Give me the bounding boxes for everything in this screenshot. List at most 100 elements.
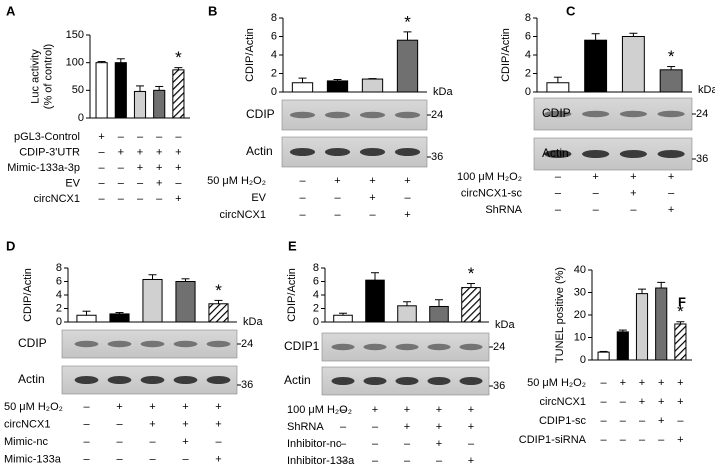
condition-sign: – xyxy=(372,421,379,433)
condition-sign: + xyxy=(404,421,410,433)
condition-sign: – xyxy=(299,175,306,187)
condition-sign: – xyxy=(99,193,106,205)
bar xyxy=(396,39,419,93)
blot-band xyxy=(324,111,351,119)
y-tick-label: 6 xyxy=(525,30,531,42)
blot-band xyxy=(331,377,355,385)
condition-label: CDIP1-sc xyxy=(539,415,587,427)
condition-sign: + xyxy=(668,171,674,183)
y-tick-label: 6 xyxy=(271,30,277,42)
condition-label: ShRNA xyxy=(287,421,324,433)
condition-sign: + xyxy=(369,192,375,204)
panel-letter: D xyxy=(6,238,15,253)
y-axis-label: CDIP/Actin xyxy=(22,268,34,322)
bar xyxy=(635,293,649,361)
condition-sign: – xyxy=(299,209,306,221)
bar xyxy=(365,279,385,323)
condition-sign: – xyxy=(404,438,411,450)
condition-sign: + xyxy=(639,377,645,389)
significance-marker: * xyxy=(215,281,222,300)
bar xyxy=(397,305,417,323)
condition-sign: + xyxy=(334,175,340,187)
bar xyxy=(109,313,130,323)
condition-label: EV xyxy=(251,192,266,204)
y-tick-label: 8 xyxy=(525,12,531,24)
condition-sign: – xyxy=(658,434,665,446)
condition-sign: – xyxy=(99,177,106,189)
blot-band xyxy=(394,148,421,156)
blot-band xyxy=(107,376,132,384)
bar xyxy=(546,82,570,93)
condition-sign: – xyxy=(601,434,608,446)
blot-marker: 36 xyxy=(493,380,505,392)
blot-band xyxy=(173,376,198,384)
condition-sign: + xyxy=(182,418,188,430)
blot-band xyxy=(289,111,316,119)
condition-sign: – xyxy=(620,415,627,427)
blot-band xyxy=(619,110,647,118)
blot-band xyxy=(331,343,355,351)
condition-label: 100 μM H₂O₂ xyxy=(287,404,352,416)
condition-sign: – xyxy=(555,187,562,199)
condition-sign: – xyxy=(83,418,90,430)
bar xyxy=(429,305,449,323)
blot-band xyxy=(657,110,685,118)
condition-sign: – xyxy=(299,192,306,204)
condition-sign: + xyxy=(175,162,181,174)
condition-sign: – xyxy=(83,401,90,413)
panel-letter: C xyxy=(566,3,576,18)
condition-label: CDIP-3'UTR xyxy=(19,146,80,158)
y-tick-label: 2 xyxy=(313,302,319,314)
condition-sign: + xyxy=(620,377,626,389)
blot-band xyxy=(427,377,451,385)
y-tick-label: 0 xyxy=(580,354,586,366)
blot-label: Actin xyxy=(18,372,45,386)
condition-sign: + xyxy=(215,401,221,413)
significance-marker: * xyxy=(468,264,475,283)
y-tick-label: 8 xyxy=(313,262,319,274)
bar xyxy=(95,62,108,119)
y-tick-label: 100 xyxy=(66,57,84,69)
condition-label: circNCX1-sc xyxy=(461,187,523,199)
blot-band xyxy=(74,340,99,348)
condition-sign: + xyxy=(658,377,664,389)
condition-sign: + xyxy=(658,415,664,427)
y-tick-label: 2 xyxy=(271,67,277,79)
condition-sign: + xyxy=(436,438,442,450)
condition-sign: + xyxy=(175,193,181,205)
condition-sign: – xyxy=(639,434,646,446)
blot-label: Actin xyxy=(542,146,569,160)
condition-sign: + xyxy=(468,404,474,416)
condition-sign: – xyxy=(340,404,347,416)
condition-sign: + xyxy=(156,146,162,158)
bar xyxy=(333,314,353,323)
condition-sign: + xyxy=(468,421,474,433)
blot-band xyxy=(427,343,451,351)
condition-sign: – xyxy=(149,453,156,465)
condition-sign: + xyxy=(156,177,162,189)
blot-band xyxy=(359,148,386,156)
condition-sign: – xyxy=(116,418,123,430)
condition-sign: – xyxy=(83,436,90,448)
condition-sign: – xyxy=(137,177,144,189)
bar xyxy=(674,323,687,361)
blot-band xyxy=(582,110,610,118)
blot-band xyxy=(363,377,387,385)
condition-sign: – xyxy=(404,192,411,204)
condition-label: CDIP1-siRNA xyxy=(519,434,587,446)
condition-label: circNCX1 xyxy=(4,418,50,430)
condition-sign: + xyxy=(677,434,683,446)
condition-sign: + xyxy=(639,396,645,408)
blot-marker: 24 xyxy=(241,338,253,350)
blot-band xyxy=(394,111,421,119)
bar xyxy=(208,303,229,323)
blot-label: CDIP xyxy=(246,107,275,121)
bar xyxy=(584,39,608,93)
condition-sign: – xyxy=(99,162,106,174)
condition-sign: + xyxy=(630,171,636,183)
condition-sign: – xyxy=(372,455,379,467)
blot-band xyxy=(544,150,572,158)
condition-sign: + xyxy=(372,404,378,416)
y-tick-label: 4 xyxy=(56,289,62,301)
